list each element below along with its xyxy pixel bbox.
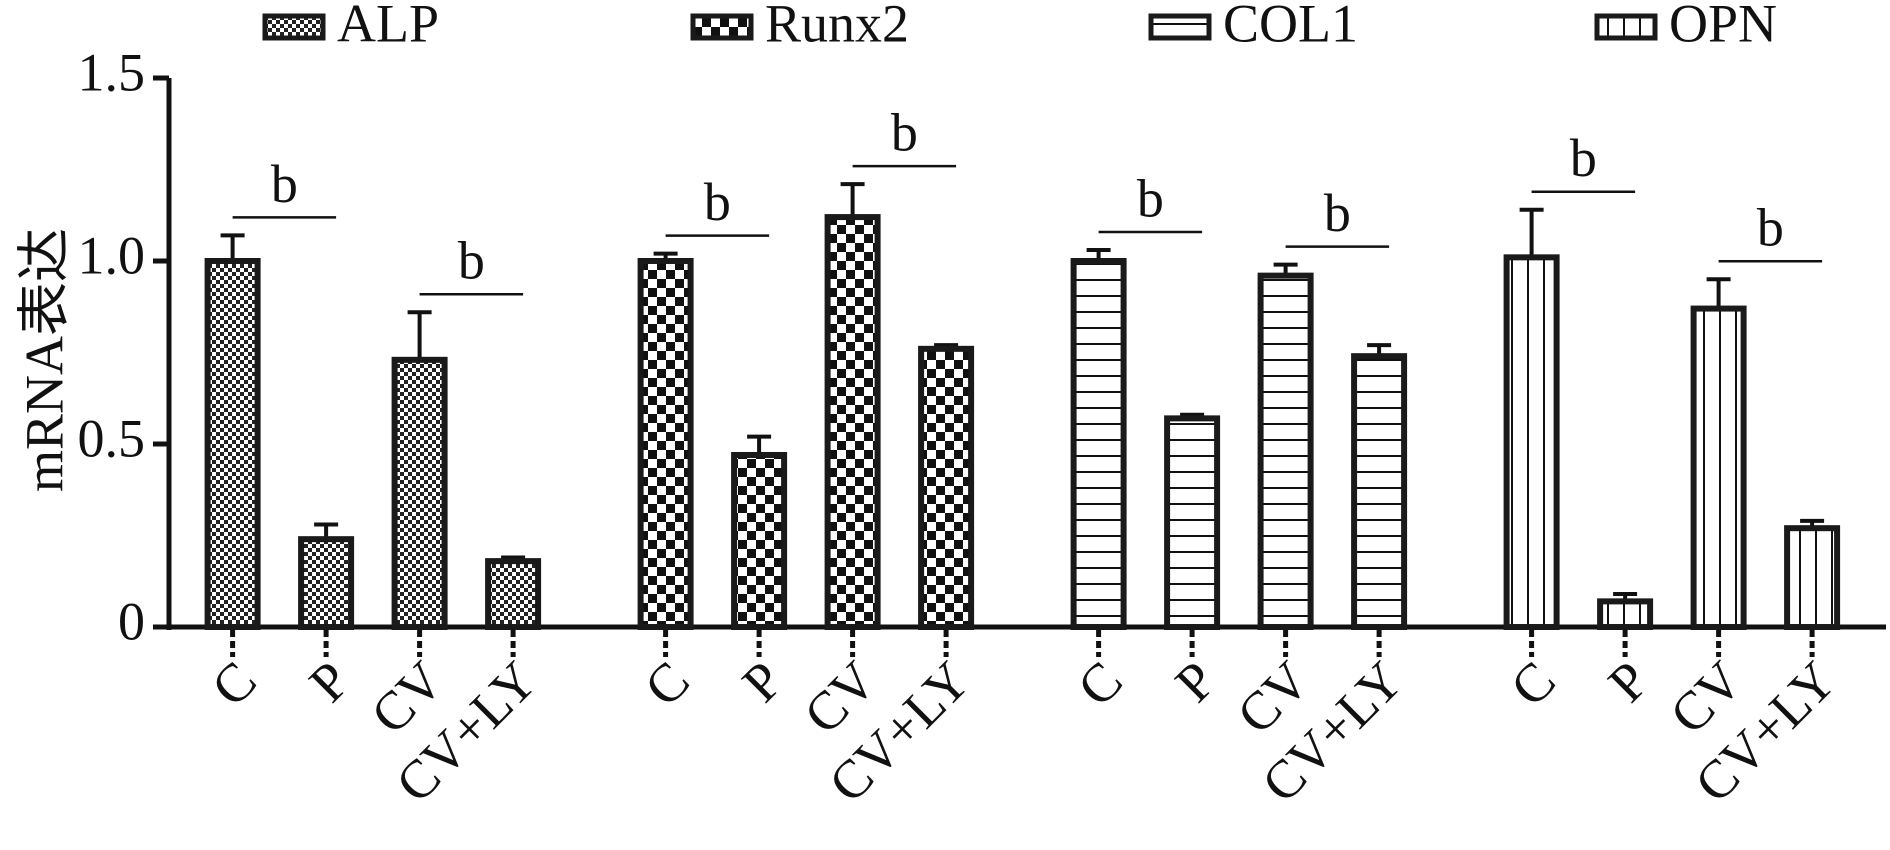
x-tick-label: P: [298, 650, 362, 714]
bar: [485, 558, 542, 630]
significance-label: b: [891, 103, 918, 163]
y-axis-label: mRNA表达: [14, 228, 74, 492]
bar: [918, 345, 975, 630]
significance-label: b: [704, 172, 731, 232]
bar: [1070, 258, 1127, 630]
bar: [204, 258, 261, 630]
legend-swatch: [1148, 13, 1212, 41]
legend-swatch: [1594, 13, 1658, 41]
legend-label: ALP: [337, 0, 439, 53]
bar: [731, 451, 788, 631]
legend-label: OPN: [1669, 0, 1777, 53]
legend-swatch: [690, 13, 754, 41]
bar: [1503, 254, 1560, 630]
x-tick-label: C: [633, 650, 701, 718]
bar: [824, 214, 881, 631]
significance-label: b: [1757, 198, 1784, 258]
legend-label: Runx2: [765, 0, 909, 53]
x-tick-label: C: [1066, 650, 1134, 718]
significance-label: b: [1137, 168, 1164, 228]
x-tick-label: C: [200, 650, 268, 718]
bar: [637, 258, 694, 630]
y-tick-label: 1.0: [78, 225, 146, 285]
bar: [298, 536, 355, 630]
significance-label: b: [271, 154, 298, 214]
bar: [1351, 353, 1408, 630]
bar: [1597, 598, 1654, 631]
bar: [1164, 415, 1221, 630]
x-tick-label: P: [1164, 650, 1228, 714]
significance-label: b: [458, 231, 485, 291]
legend-label: COL1: [1223, 0, 1358, 53]
significance-label: b: [1570, 128, 1597, 188]
bar: [1690, 305, 1747, 630]
y-tick-label: 0.5: [78, 408, 146, 468]
x-tick-label: P: [731, 650, 795, 714]
y-tick-label: 0: [118, 591, 145, 651]
x-tick-label: C: [1499, 650, 1567, 718]
bar: [1257, 272, 1314, 630]
x-tick-label: P: [1597, 650, 1661, 714]
bar: [1784, 525, 1841, 630]
y-tick-label: 1.5: [78, 42, 146, 102]
legend-swatch: [262, 13, 326, 41]
bar: [391, 356, 448, 630]
significance-label: b: [1324, 183, 1351, 243]
